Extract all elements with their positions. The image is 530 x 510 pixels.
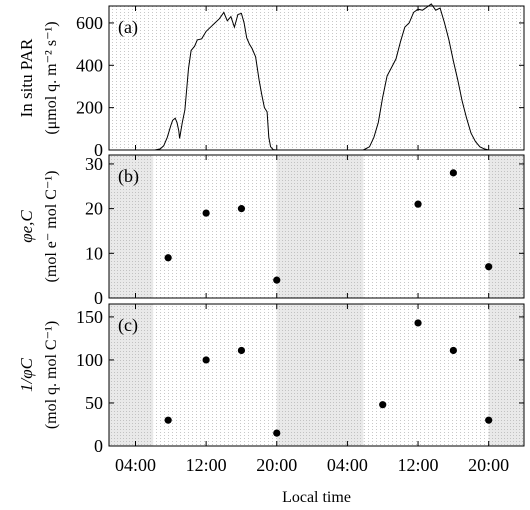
x-tick-label: 12:00 bbox=[398, 455, 439, 475]
y-tick-label: 0 bbox=[94, 288, 103, 308]
x-axis-label: Local time bbox=[282, 489, 351, 506]
panel-a-label: (a) bbox=[118, 17, 138, 38]
panel-c-label: (c) bbox=[118, 315, 138, 336]
data-point bbox=[202, 356, 210, 364]
data-point bbox=[414, 200, 422, 208]
panel-b-ylabel-line2: (mol e⁻ mol C⁻¹) bbox=[43, 171, 60, 283]
y-tick-label: 600 bbox=[76, 13, 103, 33]
data-point bbox=[273, 276, 281, 284]
axes-frame bbox=[108, 154, 525, 299]
x-tick-label: 04:00 bbox=[115, 455, 156, 475]
y-tick-label: 50 bbox=[85, 393, 103, 413]
data-point bbox=[164, 254, 172, 262]
panel-b-label: (b) bbox=[118, 166, 139, 187]
y-tick-label: 200 bbox=[76, 98, 103, 118]
panel-c-grid bbox=[109, 304, 524, 446]
data-point bbox=[485, 416, 493, 424]
data-point bbox=[237, 205, 246, 213]
y-tick-label: 0 bbox=[94, 140, 103, 160]
data-point bbox=[379, 401, 387, 409]
data-point bbox=[449, 169, 457, 177]
x-tick-label: 12:00 bbox=[186, 455, 227, 475]
data-point bbox=[237, 346, 246, 355]
panel-a-ylabel-line2: (μmol q. m⁻² s⁻¹) bbox=[43, 21, 60, 134]
night-shading bbox=[488, 304, 524, 446]
x-tick-label: 20:00 bbox=[468, 455, 509, 475]
data-point bbox=[202, 209, 210, 217]
panel-b-ylabel-line1: φe,C bbox=[17, 210, 36, 243]
y-tick-label: 30 bbox=[85, 154, 103, 174]
panel-c: 0 50 100 150 (c) 1/φC (mol q. mol C⁻¹) bbox=[17, 303, 525, 456]
night-shading bbox=[109, 304, 154, 446]
night-shading bbox=[276, 155, 364, 298]
panel-c-ylabel-line2: (mol q. mol C⁻¹) bbox=[43, 321, 60, 429]
night-shading bbox=[488, 155, 524, 298]
data-point bbox=[485, 263, 493, 271]
panel-c-points bbox=[164, 319, 493, 437]
panel-b-axes: 0 10 20 30 bbox=[85, 154, 525, 308]
data-point bbox=[449, 346, 457, 355]
x-tick-labels: 04:00 12:00 20:00 04:00 12:00 20:00 bbox=[115, 455, 509, 475]
panel-c-axes: 0 50 100 150 bbox=[76, 303, 525, 456]
y-tick-label: 20 bbox=[85, 199, 103, 219]
panel-a-grid bbox=[109, 6, 524, 150]
panel-a-ylabel-line1: In situ PAR bbox=[17, 38, 36, 117]
panel-c-ylabel-line1: 1/φC bbox=[17, 357, 36, 392]
y-tick-label: 100 bbox=[76, 350, 103, 370]
night-shading bbox=[109, 155, 154, 298]
axes-frame bbox=[108, 303, 525, 447]
grid-background bbox=[109, 6, 524, 150]
panel-b: 0 10 20 30 (b) φe,C (mol e⁻ mol C⁻¹) bbox=[17, 154, 525, 308]
x-tick-label: 20:00 bbox=[256, 455, 297, 475]
par-series-1 bbox=[154, 11, 277, 151]
y-tick-label: 400 bbox=[76, 55, 103, 75]
data-point bbox=[414, 319, 422, 327]
data-point bbox=[273, 429, 281, 437]
panel-a-axes: 0 200 400 600 bbox=[76, 5, 525, 160]
axes-frame bbox=[108, 5, 525, 151]
data-point bbox=[164, 416, 172, 424]
panel-a: 0 200 400 600 (a) In situ PAR (μmol q. m⁻² … bbox=[17, 3, 525, 160]
y-tick-label: 150 bbox=[76, 307, 103, 327]
night-shading bbox=[276, 304, 364, 446]
y-tick-label: 0 bbox=[94, 436, 103, 456]
panel-b-grid bbox=[109, 155, 524, 298]
par-series-2 bbox=[363, 3, 489, 151]
y-tick-label: 10 bbox=[85, 243, 103, 263]
panel-b-points bbox=[164, 169, 493, 284]
x-tick-label: 04:00 bbox=[327, 455, 368, 475]
